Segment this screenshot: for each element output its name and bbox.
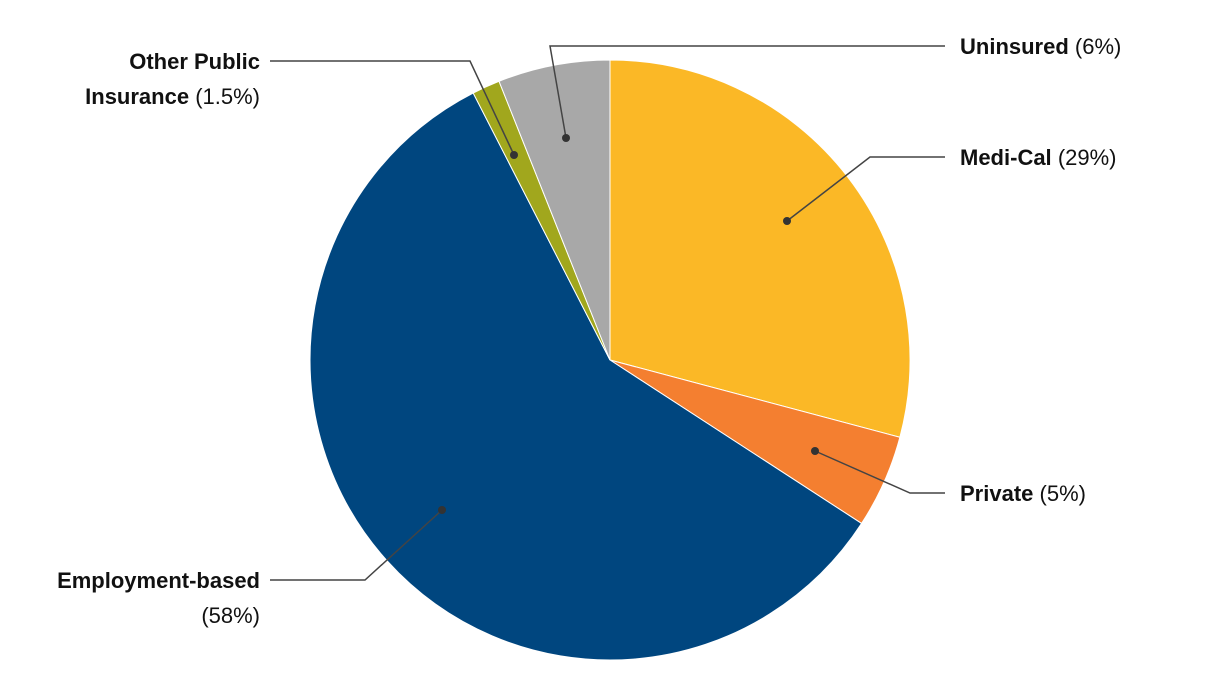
slice-label: Medi-Cal (29%) <box>960 140 1117 175</box>
leader-line <box>270 60 515 156</box>
leader-dot <box>811 447 819 455</box>
category-label: Uninsured <box>960 34 1069 59</box>
value-label: (5%) <box>1039 481 1086 506</box>
value-label: (1.5%) <box>195 84 260 109</box>
pie-slice <box>609 59 911 438</box>
value-label: (29%) <box>1057 145 1117 170</box>
slice-label: Employment-based (58%) <box>0 563 260 633</box>
leader-dot <box>510 151 518 159</box>
leader-dot <box>438 506 446 514</box>
leader-line <box>549 45 945 139</box>
leader-line <box>814 450 945 494</box>
category-label: Private <box>960 481 1034 506</box>
slice-label: Private (5%) <box>960 476 1086 511</box>
leader-line <box>270 509 443 581</box>
slice-label: Uninsured (6%) <box>960 29 1121 64</box>
category-label: Employment-based <box>57 568 260 593</box>
leader-dot <box>562 134 570 142</box>
slice-label: Other Public Insurance (1.5%) <box>45 44 260 114</box>
category-label: Other Public Insurance <box>85 49 260 109</box>
value-label: (58%) <box>201 603 260 628</box>
leader-line <box>786 156 945 222</box>
value-label: (6%) <box>1074 34 1122 59</box>
pie-slice <box>309 92 863 661</box>
category-label: Medi-Cal <box>960 145 1052 170</box>
leader-dot <box>783 217 791 225</box>
